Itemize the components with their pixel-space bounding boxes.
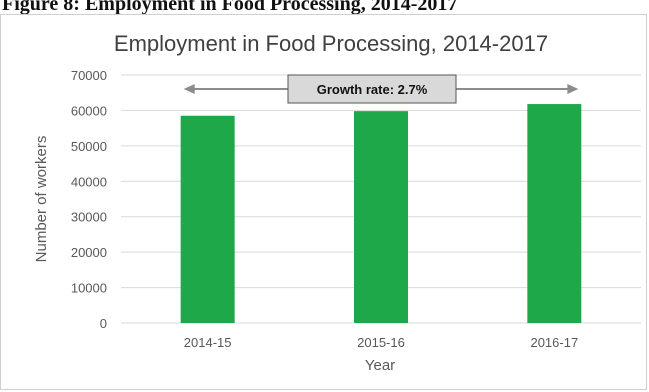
bar	[180, 115, 235, 323]
y-tick-label: 20000	[71, 245, 107, 260]
x-tick-label: 2015-16	[357, 335, 405, 350]
x-axis-label: Year	[365, 357, 395, 374]
y-tick-label: 10000	[71, 281, 107, 296]
x-tick-label: 2014-15	[184, 335, 232, 350]
y-tick-label: 0	[100, 316, 107, 331]
chart-area: Employment in Food Processing, 2014-2017…	[0, 14, 647, 390]
bars	[180, 104, 582, 324]
y-axis-ticks: 0 10000 20000 30000 40000 50000 60000 70000	[71, 68, 107, 331]
y-tick-label: 50000	[71, 139, 107, 154]
bar	[527, 104, 582, 324]
bar	[354, 111, 408, 323]
growth-callout-label: Growth rate: 2.7%	[317, 82, 428, 97]
y-tick-label: 60000	[71, 103, 107, 118]
arrow-head-right	[567, 84, 579, 94]
y-tick-label: 70000	[71, 68, 107, 83]
y-tick-label: 30000	[71, 210, 107, 225]
y-tick-label: 40000	[71, 174, 107, 189]
x-tick-label: 2016-17	[530, 335, 578, 350]
bar-chart: Employment in Food Processing, 2014-2017…	[33, 31, 641, 374]
x-axis-ticks: 2014-15 2015-16 2016-17	[184, 335, 578, 350]
y-axis-label: Number of workers	[33, 136, 50, 263]
growth-annotation: Growth rate: 2.7%	[183, 74, 579, 104]
arrow-head-left	[183, 84, 195, 94]
chart-title: Employment in Food Processing, 2014-2017	[114, 31, 548, 56]
figure-caption: Figure 8: Employment in Food Processing,…	[2, 0, 458, 14]
growth-callout-box	[287, 74, 457, 104]
